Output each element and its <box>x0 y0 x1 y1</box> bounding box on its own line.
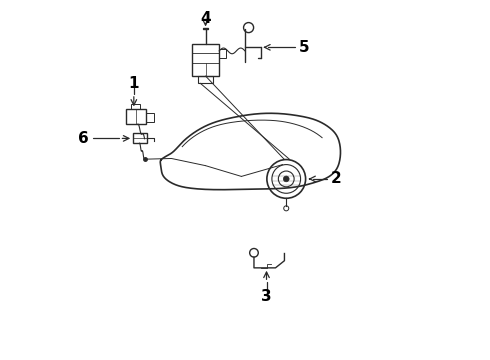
Circle shape <box>283 176 289 182</box>
Bar <box>146 113 153 122</box>
Text: 3: 3 <box>261 289 272 304</box>
Text: 6: 6 <box>78 131 89 146</box>
Text: 5: 5 <box>299 40 309 55</box>
Text: 1: 1 <box>128 76 139 91</box>
Bar <box>131 104 140 109</box>
Bar <box>133 134 147 143</box>
Text: 4: 4 <box>200 11 211 26</box>
Bar <box>219 49 225 58</box>
Bar <box>192 44 219 76</box>
Bar <box>125 109 146 125</box>
Text: 2: 2 <box>330 171 341 186</box>
Bar <box>198 76 213 83</box>
